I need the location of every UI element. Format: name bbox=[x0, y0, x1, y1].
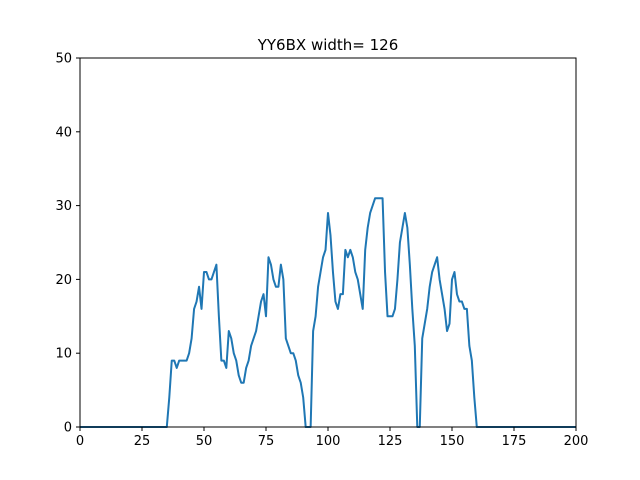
x-tick-label: 25 bbox=[134, 434, 151, 449]
plot-frame bbox=[79, 57, 577, 428]
x-tick-label: 50 bbox=[196, 434, 213, 449]
y-tick-label: 40 bbox=[55, 125, 72, 140]
series-line-0 bbox=[80, 197, 576, 428]
y-tick-label: 10 bbox=[55, 347, 72, 362]
x-tick-label: 75 bbox=[258, 434, 275, 449]
x-tick-label: 125 bbox=[378, 434, 403, 449]
y-tick-label: 30 bbox=[55, 199, 72, 214]
y-tick-label: 50 bbox=[55, 52, 72, 67]
y-tick-label: 20 bbox=[55, 273, 72, 288]
axes-layer: 0 25 50 75 100 125 150 175 200 0 10 20 30 40 50 bbox=[55, 52, 588, 450]
x-tick-label: 100 bbox=[316, 434, 341, 449]
series-layer bbox=[80, 197, 576, 428]
x-tick-label: 200 bbox=[564, 434, 589, 449]
chart-title: YY6BX width= 126 bbox=[257, 36, 399, 54]
x-tick-label: 0 bbox=[76, 434, 84, 449]
y-tick-label: 0 bbox=[64, 421, 72, 436]
x-tick-label: 150 bbox=[440, 434, 465, 449]
x-tick-label: 175 bbox=[502, 434, 527, 449]
